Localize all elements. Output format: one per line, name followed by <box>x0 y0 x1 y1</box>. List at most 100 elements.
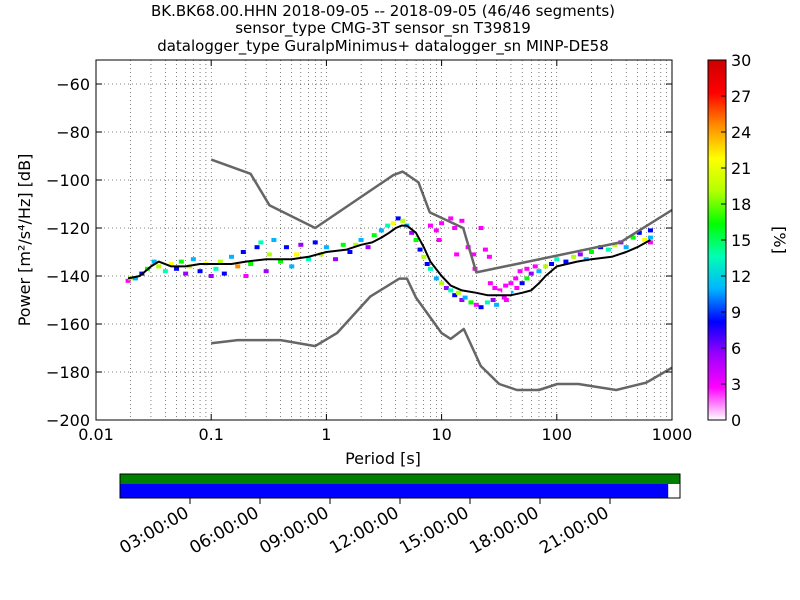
psd-cell <box>433 228 439 233</box>
psd-cell <box>421 254 427 259</box>
title-line-1: BK.BK68.00.HHN 2018-09-05 -- 2018-09-05 … <box>151 2 615 20</box>
x-tick-label: 0.1 <box>198 425 223 444</box>
psd-cell <box>183 271 189 276</box>
psd-cell <box>630 235 636 240</box>
psd-cell <box>208 274 214 278</box>
mean-line <box>127 224 651 297</box>
psd-cell <box>254 245 260 250</box>
psd-cell <box>395 216 401 221</box>
title-line-2: sensor_type CMG-3T sensor_sn T39819 <box>235 19 531 38</box>
high-noise-model-line <box>210 158 673 274</box>
low-noise-model-line <box>211 277 673 392</box>
psd-cell <box>427 223 433 228</box>
psd-cell <box>240 250 246 254</box>
psd-cell <box>612 242 618 247</box>
psd-cell <box>468 214 474 218</box>
psd-cell <box>455 238 461 242</box>
psd-cell <box>271 238 277 242</box>
noise-models <box>210 158 673 392</box>
psd-cell <box>413 238 419 242</box>
psd-cell <box>503 283 509 288</box>
psd-cell <box>647 228 653 233</box>
psd-cell <box>563 259 569 264</box>
psd-cell <box>486 254 492 259</box>
psd-cell <box>443 233 449 238</box>
colorbar-tick-label: 18 <box>731 195 751 214</box>
psd-coverage-strip <box>120 484 669 498</box>
psd-cell <box>333 257 339 262</box>
colorbar: 0 3 6 9 12 15 18 21 24 27 30 [%] <box>707 51 789 430</box>
psd-cell <box>577 252 583 257</box>
psd-cell <box>235 264 241 269</box>
colorbar-tick-label: 15 <box>731 231 751 250</box>
psd-cell <box>323 245 329 250</box>
colorbar-tick-label: 3 <box>731 375 741 394</box>
psd-cell <box>436 238 442 242</box>
psd-cell <box>480 266 486 271</box>
psd-cell <box>510 271 516 276</box>
psd-cell <box>514 286 520 290</box>
psd-cell <box>162 269 168 274</box>
time-tick-label: 15:00:00 <box>396 503 472 559</box>
psd-cell <box>492 286 498 290</box>
time-tick-label: 18:00:00 <box>466 503 542 559</box>
x-tick-label: 1 <box>321 425 331 444</box>
psd-cell <box>248 262 254 266</box>
colorbar-tick-label: 6 <box>731 339 741 358</box>
time-tick-label: 09:00:00 <box>256 503 332 559</box>
psd-cell <box>478 305 484 310</box>
colorbar-tick-label: 0 <box>731 411 741 430</box>
psd-cell <box>217 259 223 264</box>
psd-cell <box>497 288 503 293</box>
x-tick-label: 100 <box>542 425 573 444</box>
psd-cell <box>448 216 454 221</box>
psd-cell <box>647 235 653 240</box>
psd-cell <box>228 254 234 259</box>
psd-cell <box>385 223 391 228</box>
mean-psd-curve <box>127 224 651 297</box>
psd-cell <box>490 262 496 266</box>
psd-cell <box>471 252 477 257</box>
psd-cell <box>571 254 577 259</box>
psd-cell <box>484 274 490 278</box>
psd-cell <box>459 298 465 302</box>
psd-cell <box>524 266 530 271</box>
psd-cell <box>390 221 396 226</box>
psd-cell <box>452 226 458 230</box>
psd-cell <box>400 218 406 223</box>
psd-cell <box>263 269 269 274</box>
y-tick-label: −80 <box>56 123 90 142</box>
psd-cell <box>340 242 346 247</box>
psd-cell <box>543 264 549 269</box>
psd-cell <box>479 274 485 278</box>
x-tick-label: 1000 <box>652 425 693 444</box>
plot-background <box>96 60 672 420</box>
psd-cell <box>347 250 353 254</box>
psd-cell <box>503 298 509 302</box>
psd-cell <box>427 266 433 271</box>
data-availability-strip <box>120 474 680 484</box>
psd-cell <box>156 264 162 269</box>
y-tick-label: −200 <box>46 411 90 430</box>
y-axis-label: Power [m²/s⁴/Hz] [dB] <box>15 154 34 327</box>
psd-cell <box>487 281 493 286</box>
title-line-3: datalogger_type GuralpMinimus+ datalogge… <box>157 37 609 56</box>
colorbar-tick-label: 21 <box>731 159 751 178</box>
psd-cell <box>528 271 534 276</box>
psd-cell <box>490 298 496 302</box>
psd-cell <box>505 290 511 295</box>
psd-cell <box>293 252 299 257</box>
psd-cell <box>478 226 484 230</box>
psd-cell <box>494 302 500 307</box>
psd-cell <box>433 276 439 281</box>
psd-cell <box>508 290 514 295</box>
psd-cell <box>278 259 284 264</box>
x-axis-label: Period [s] <box>345 449 421 468</box>
colorbar-tick-label: 9 <box>731 303 741 322</box>
psd-cell <box>168 262 174 266</box>
psd-cell <box>266 252 272 257</box>
psd-cell <box>513 276 519 281</box>
colorbar-label: [%] <box>770 226 789 254</box>
time-axis-ticks: 03:00:0006:00:0009:00:0012:00:0015:00:00… <box>116 498 613 559</box>
time-tick-label: 12:00:00 <box>326 503 402 559</box>
